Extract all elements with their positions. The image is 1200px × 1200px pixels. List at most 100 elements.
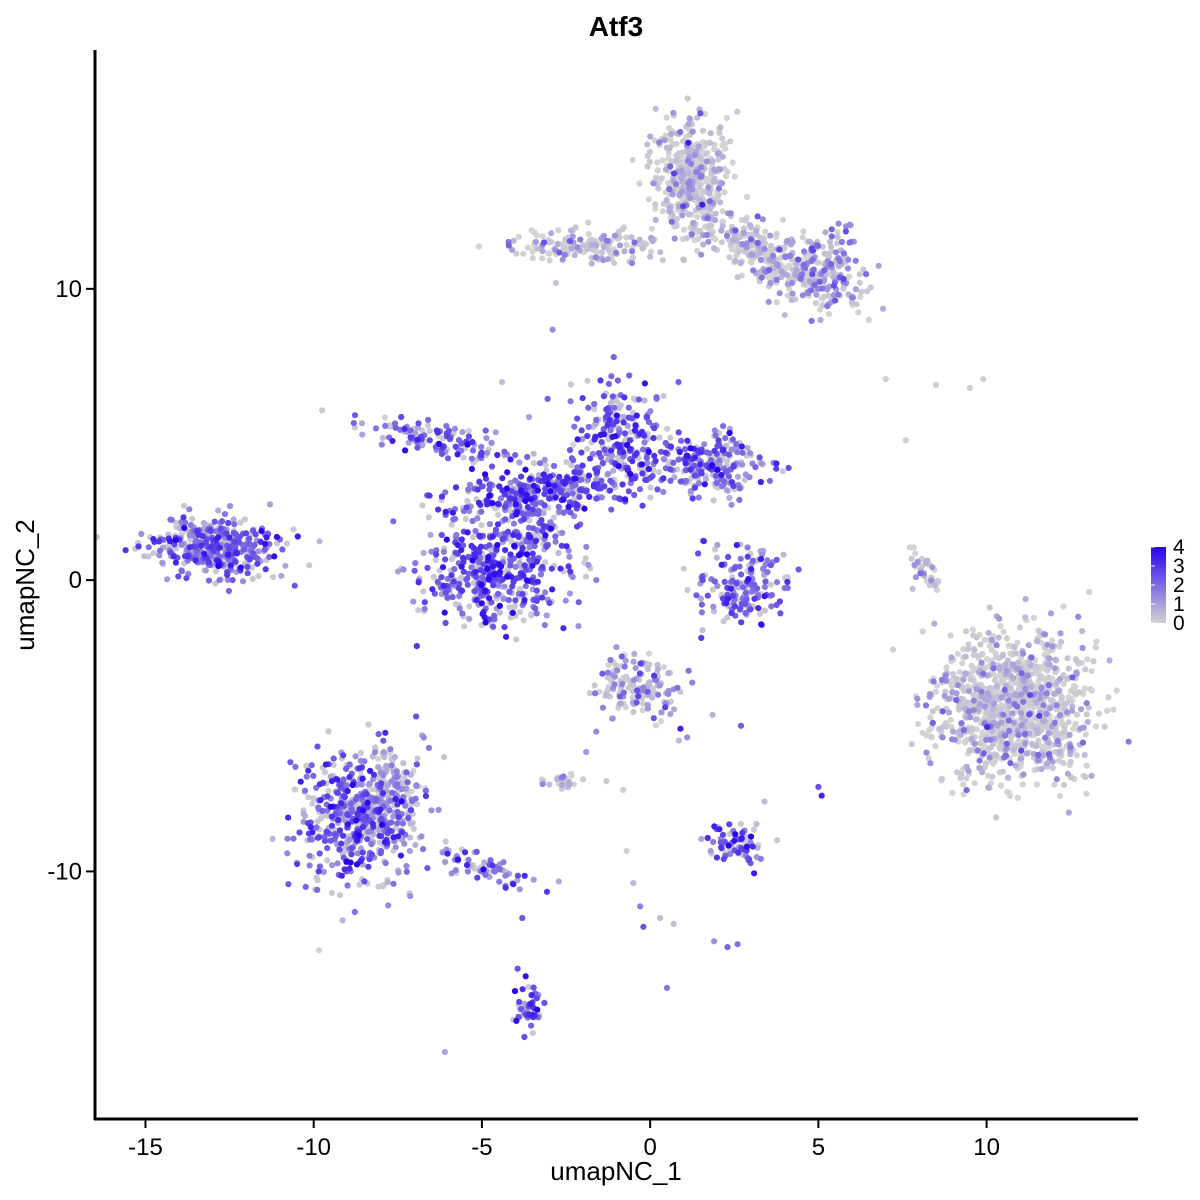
cell-point <box>221 510 229 518</box>
cell-point <box>748 259 755 266</box>
cell-point <box>599 459 607 467</box>
cell-point <box>758 274 765 281</box>
cell-point <box>218 518 226 525</box>
cell-point <box>138 530 145 538</box>
cell-point <box>175 573 182 580</box>
cell-point <box>528 1022 535 1029</box>
cell-point <box>971 647 978 654</box>
cell-point <box>823 251 830 258</box>
cell-point <box>842 228 850 235</box>
cell-point <box>670 459 677 466</box>
cell-point <box>637 903 644 910</box>
cell-point <box>528 611 535 618</box>
cell-point <box>284 850 291 857</box>
cell-point <box>428 807 435 814</box>
cell-point <box>725 451 733 458</box>
cell-point <box>809 256 816 263</box>
cell-point <box>704 592 711 599</box>
cell-point <box>938 775 946 782</box>
cell-point <box>225 545 232 552</box>
cell-point <box>875 262 882 269</box>
cell-point <box>338 872 345 879</box>
cell-point <box>639 470 646 477</box>
cell-point <box>600 243 608 250</box>
cell-point <box>662 439 669 447</box>
cell-point <box>556 249 563 256</box>
cell-point <box>351 412 359 419</box>
cell-point <box>500 859 507 866</box>
cell-point <box>836 257 843 265</box>
cell-point <box>506 604 513 611</box>
cell-point <box>282 562 289 569</box>
cell-point <box>694 213 701 220</box>
cell-point <box>390 813 397 820</box>
cell-point <box>494 500 501 507</box>
cell-point <box>319 807 326 815</box>
cell-point <box>376 832 383 839</box>
cell-point <box>675 737 683 744</box>
cell-point <box>172 559 179 566</box>
cell-point <box>543 612 550 619</box>
cell-point <box>616 242 624 249</box>
cell-point <box>641 439 648 446</box>
cell-point <box>630 708 637 716</box>
cell-point <box>1019 781 1026 788</box>
cell-point <box>652 105 659 112</box>
cell-point <box>700 127 707 134</box>
cell-point <box>544 395 551 402</box>
cell-point <box>973 634 980 641</box>
cell-point <box>1125 738 1132 745</box>
cell-point <box>1022 596 1029 603</box>
cell-point <box>1065 809 1072 816</box>
cell-point <box>486 542 493 549</box>
cell-point <box>591 682 598 689</box>
cell-point <box>724 595 732 602</box>
cell-point <box>452 600 459 608</box>
cell-point <box>187 522 194 529</box>
cell-point <box>420 846 427 853</box>
cell-point <box>972 716 980 723</box>
cell-point <box>834 233 841 241</box>
cell-point <box>978 659 985 666</box>
cell-point <box>919 628 926 635</box>
cell-point <box>828 248 835 255</box>
cell-point <box>1051 781 1058 788</box>
cell-point <box>670 170 678 177</box>
cell-point <box>700 241 707 248</box>
cell-point <box>217 525 224 533</box>
cell-point <box>512 452 519 459</box>
cell-point <box>361 758 368 765</box>
cell-point <box>541 491 548 498</box>
cell-point <box>549 326 556 333</box>
cell-point <box>495 511 502 518</box>
cell-point <box>1018 710 1025 717</box>
cell-point <box>1040 702 1047 709</box>
cell-point <box>340 752 347 759</box>
cell-point <box>398 413 405 421</box>
cell-point <box>819 243 827 250</box>
cell-point <box>746 449 754 457</box>
points-layer <box>93 95 1132 1056</box>
cell-point <box>200 520 208 527</box>
cell-point <box>444 594 451 601</box>
cell-point <box>659 208 666 215</box>
cell-point <box>533 232 540 239</box>
cell-point <box>987 744 994 751</box>
cell-point <box>585 219 592 226</box>
cell-point <box>406 834 413 841</box>
cell-point <box>1038 743 1045 750</box>
cell-point <box>605 470 612 477</box>
cell-point <box>415 607 422 614</box>
cell-point <box>644 688 651 695</box>
cell-point <box>637 660 644 667</box>
cell-point <box>452 443 459 450</box>
cell-point <box>704 215 711 222</box>
cell-point <box>762 228 769 235</box>
cell-point <box>338 840 345 847</box>
cell-point <box>368 841 375 848</box>
cell-point <box>768 603 775 610</box>
cell-point <box>394 820 401 827</box>
cell-point <box>451 566 458 573</box>
cell-point <box>557 565 564 572</box>
cell-point <box>797 275 804 282</box>
